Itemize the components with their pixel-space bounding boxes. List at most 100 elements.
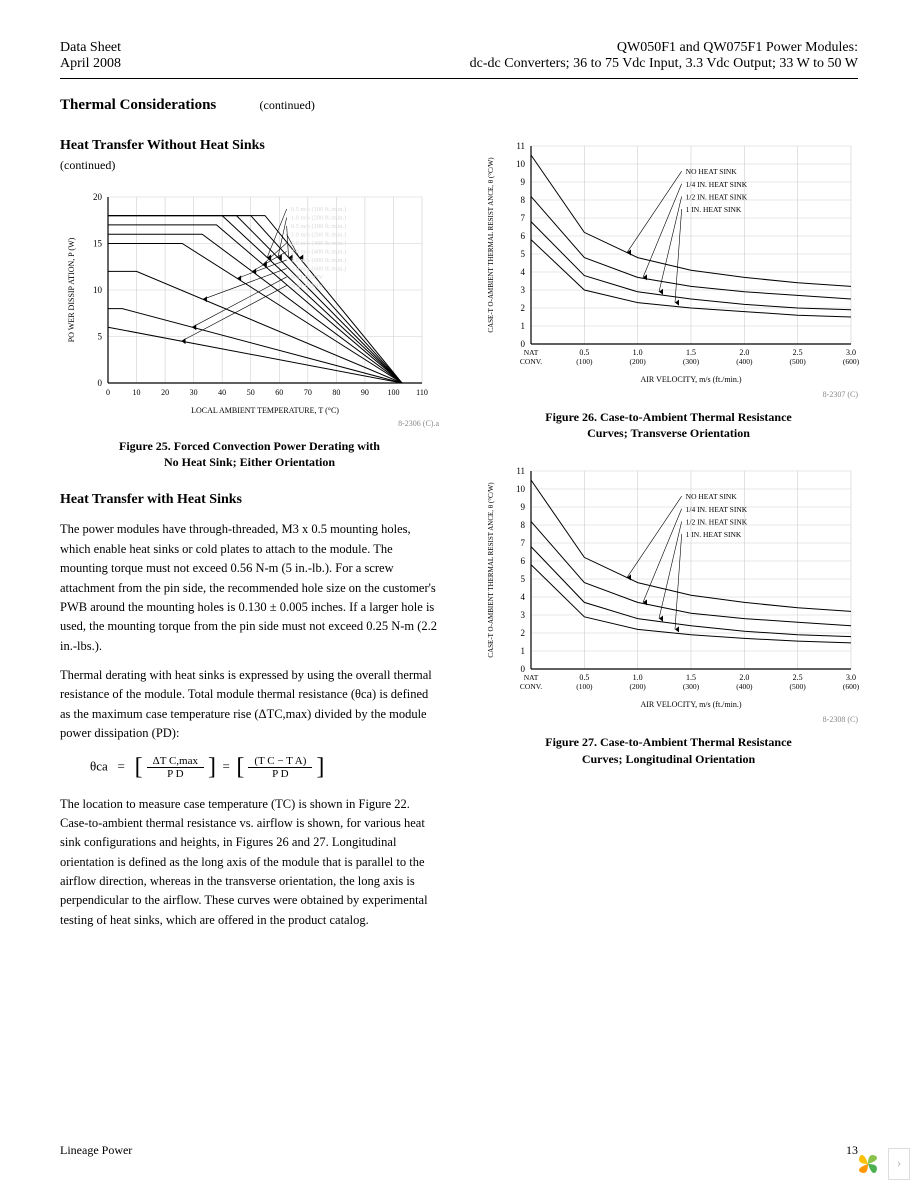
figure-26: 01234567891011NATCONV.0.5(100)1.0(200)1.…: [479, 138, 858, 399]
svg-text:5: 5: [521, 574, 526, 584]
svg-text:4: 4: [521, 592, 526, 602]
svg-text:20: 20: [161, 388, 169, 397]
svg-text:2.5: 2.5: [793, 348, 803, 357]
svg-text:(100): (100): [576, 357, 593, 366]
eqn-eq: =: [118, 758, 125, 773]
svg-text:60: 60: [275, 388, 283, 397]
svg-text:(600): (600): [843, 357, 859, 366]
svg-text:NAT: NAT: [524, 673, 539, 682]
figure-25: 0510152001020304050607080901001100.5 m/s…: [60, 187, 439, 428]
thermal-resistance-equation: θca = [ΔT C,maxP D] = [(T C − T A)P D]: [90, 754, 439, 781]
subsection-without-heatsinks: Heat Transfer Without Heat Sinks: [60, 138, 439, 154]
svg-text:70: 70: [304, 388, 312, 397]
figure-27-caption: Figure 27. Case-to-Ambient Thermal Resis…: [479, 734, 858, 766]
footer-company: Lineage Power: [60, 1143, 132, 1158]
svg-text:6: 6: [521, 556, 526, 566]
svg-text:NAT: NAT: [524, 348, 539, 357]
svg-text:11: 11: [516, 141, 525, 151]
svg-text:(200): (200): [630, 682, 647, 691]
svg-text:9: 9: [521, 502, 526, 512]
svg-text:2.5: 2.5: [793, 673, 803, 682]
svg-text:NAT CONV: NAT CONV: [291, 274, 324, 281]
svg-text:LOCAL AMBIENT TEMPERATURE, T: LOCAL AMBIENT TEMPERATURE, T (°C): [191, 406, 339, 415]
svg-text:40: 40: [218, 388, 226, 397]
header-right: QW050F1 and QW075F1 Power Modules: dc-dc…: [470, 40, 858, 72]
fig27-caption-l1: Figure 27. Case-to-Ambient Thermal Resis…: [545, 735, 792, 749]
figure-26-ref: 8-2307 (C): [479, 390, 858, 399]
figure-26-chart: 01234567891011NATCONV.0.5(100)1.0(200)1.…: [479, 138, 859, 388]
svg-text:80: 80: [332, 388, 340, 397]
svg-text:(500): (500): [790, 682, 807, 691]
svg-text:1: 1: [521, 646, 526, 656]
svg-text:CASE-T O-AMBIENT THERMAL RES: CASE-T O-AMBIENT THERMAL RESIST ANCE, θ …: [487, 482, 495, 658]
figure-25-chart: 0510152001020304050607080901001100.5 m/s…: [60, 187, 430, 417]
svg-text:10: 10: [516, 159, 526, 169]
header-rule: [60, 78, 858, 79]
svg-text:5: 5: [98, 332, 103, 342]
eqn-theta: θca: [90, 758, 108, 773]
svg-text:1 IN. HEAT SINK: 1 IN. HEAT SINK: [686, 530, 742, 539]
header-left: Data Sheet April 2008: [60, 40, 121, 72]
svg-text:1.5: 1.5: [686, 348, 696, 357]
pinwheel-icon: [852, 1148, 884, 1180]
doc-date: April 2008: [60, 56, 121, 72]
subsection-continued: (continued): [60, 158, 439, 173]
svg-text:(600): (600): [843, 682, 859, 691]
svg-text:1.5: 1.5: [686, 673, 696, 682]
svg-text:3: 3: [521, 610, 526, 620]
svg-text:1/2 IN. HEAT SINK: 1/2 IN. HEAT SINK: [686, 192, 748, 201]
eqn-num2: (T C − T A): [248, 755, 312, 768]
figure-25-caption: Figure 25. Forced Convection Power Derat…: [60, 438, 439, 470]
section-continued: (continued): [260, 98, 315, 112]
corner-badge[interactable]: ›: [852, 1148, 910, 1180]
eqn-den1: P D: [147, 768, 204, 780]
eqn-num1: ΔT C,max: [147, 755, 204, 768]
svg-text:CONV.: CONV.: [520, 682, 542, 691]
svg-text:100: 100: [387, 388, 399, 397]
section-title: Thermal Considerations: [60, 97, 216, 113]
fig26-caption-l1: Figure 26. Case-to-Ambient Thermal Resis…: [545, 410, 792, 424]
svg-text:NAT CONV: NAT CONV: [291, 282, 324, 289]
svg-text:4: 4: [521, 267, 526, 277]
svg-text:1/2 IN. HEAT SINK: 1/2 IN. HEAT SINK: [686, 518, 748, 527]
svg-text:110: 110: [416, 388, 428, 397]
svg-text:(300): (300): [683, 357, 700, 366]
svg-text:NO HEAT SINK: NO HEAT SINK: [686, 493, 738, 502]
svg-text:(500): (500): [790, 357, 807, 366]
svg-text:6: 6: [521, 231, 526, 241]
svg-text:5: 5: [521, 249, 526, 259]
svg-text:2: 2: [521, 303, 526, 313]
doc-type: Data Sheet: [60, 40, 121, 56]
figure-25-ref: 8-2306 (C).a: [60, 419, 439, 428]
svg-text:1/4 IN. HEAT SINK: 1/4 IN. HEAT SINK: [686, 505, 748, 514]
svg-text:2.0: 2.0: [739, 673, 749, 682]
svg-text:10: 10: [133, 388, 141, 397]
para-1: The power modules have through-threaded,…: [60, 520, 439, 656]
svg-text:1/4 IN. HEAT SINK: 1/4 IN. HEAT SINK: [686, 180, 748, 189]
svg-text:20: 20: [93, 192, 103, 202]
svg-text:(200): (200): [630, 357, 647, 366]
svg-text:15: 15: [93, 239, 103, 249]
svg-text:AIR VELOCITY, m/s (ft./min.): AIR VELOCITY, m/s (ft./min.): [640, 375, 741, 384]
svg-text:PO WER DISSIP ATION, P: PO WER DISSIP ATION, P (W): [67, 237, 76, 342]
svg-text:7: 7: [521, 213, 526, 223]
svg-text:8: 8: [521, 195, 526, 205]
page-footer: Lineage Power 13: [60, 1143, 858, 1158]
svg-text:2: 2: [521, 628, 526, 638]
svg-text:3: 3: [521, 285, 526, 295]
svg-text:10: 10: [516, 484, 526, 494]
svg-text:1.0 m/s (200 ft./min.): 1.0 m/s (200 ft./min.): [291, 231, 347, 238]
svg-text:CASE-T O-AMBIENT THERMAL RES: CASE-T O-AMBIENT THERMAL RESIST ANCE, θ …: [487, 157, 495, 333]
svg-text:9: 9: [521, 177, 526, 187]
svg-text:8: 8: [521, 520, 526, 530]
svg-text:1 IN. HEAT SINK: 1 IN. HEAT SINK: [686, 205, 742, 214]
svg-text:3.0 m/s (600 ft./min.): 3.0 m/s (600 ft./min.): [291, 265, 347, 272]
chevron-right-icon[interactable]: ›: [888, 1148, 910, 1180]
product-title: QW050F1 and QW075F1 Power Modules:: [470, 40, 858, 56]
svg-text:(400): (400): [736, 682, 753, 691]
para-3: The location to measure case temperature…: [60, 795, 439, 931]
svg-text:10: 10: [93, 285, 103, 295]
svg-text:AIR VELOCITY, m/s (ft./min.): AIR VELOCITY, m/s (ft./min.): [640, 700, 741, 709]
fig26-caption-l2: Curves; Transverse Orientation: [587, 426, 750, 440]
svg-text:2.0 m/s (400 ft./min.): 2.0 m/s (400 ft./min.): [291, 240, 347, 247]
